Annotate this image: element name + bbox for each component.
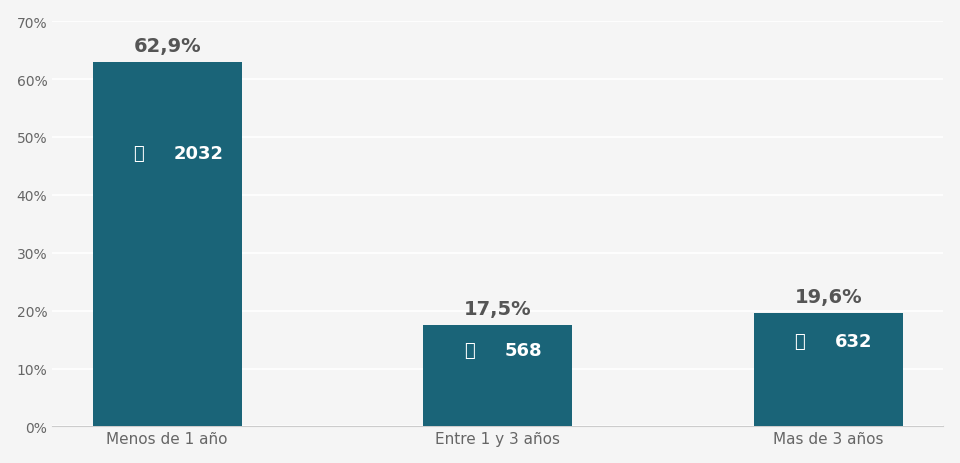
Bar	[423, 325, 572, 426]
Text: 17,5%: 17,5%	[464, 300, 532, 319]
Bar	[93, 63, 242, 426]
Text: ⛹: ⛹	[795, 332, 805, 350]
Text: 568: 568	[504, 342, 542, 360]
Text: 632: 632	[835, 332, 873, 350]
Bar	[754, 313, 902, 426]
Text: ⛹: ⛹	[464, 342, 474, 360]
Text: 2032: 2032	[174, 145, 224, 163]
Text: ⛹: ⛹	[133, 145, 144, 163]
Text: 19,6%: 19,6%	[795, 288, 862, 307]
Text: 62,9%: 62,9%	[133, 37, 201, 56]
